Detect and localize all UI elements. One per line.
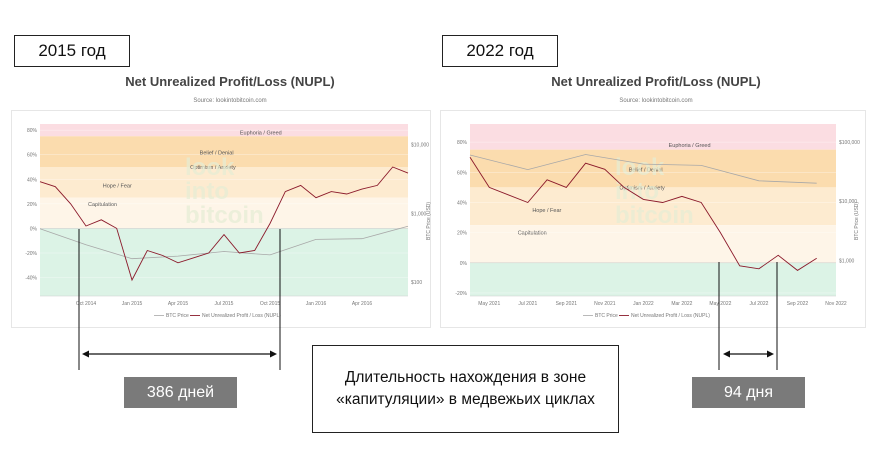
watermark-text: look (185, 154, 235, 181)
y-tick-label: 40% (27, 177, 38, 183)
zone-label: Capitulation (88, 202, 117, 208)
legend-item: Net Unrealized Profit / Loss (NUPL) (202, 313, 281, 319)
y-right-tick-label: $100,000 (839, 140, 860, 146)
series-nupl (39, 166, 409, 282)
legend-item: BTC Price (595, 313, 618, 319)
x-tick-label: Jul 2015 (215, 301, 234, 307)
y-tick-label: -40% (25, 276, 37, 282)
series-btc-price (469, 154, 817, 184)
y-right-tick-label: $1,000 (839, 258, 855, 264)
y-right-axis-label: BTC Price (USD) (426, 202, 432, 240)
y-tick-label: -20% (455, 291, 467, 297)
series-btc-price (39, 225, 409, 260)
chart-source-right: Source: lookintobitcoin.com (619, 98, 693, 104)
x-tick-label: Nov 2022 (825, 301, 847, 307)
x-tick-label: May 2021 (478, 301, 500, 307)
y-right-tick-label: $100 (411, 280, 422, 286)
chart-source-left: Source: lookintobitcoin.com (193, 98, 267, 104)
zone-label: Optimism / Anxiety (190, 165, 236, 171)
x-tick-label: Apr 2016 (352, 301, 373, 307)
x-tick-label: Apr 2015 (168, 301, 189, 307)
x-tick-label: Sep 2021 (556, 301, 578, 307)
x-tick-label: Oct 2015 (260, 301, 281, 307)
x-tick-label: Sep 2022 (787, 301, 809, 307)
zone-label: Hope / Fear (103, 183, 132, 189)
duration-badge-2015: 386 дней (124, 377, 237, 408)
zone-label: Belief / Denial (629, 167, 663, 173)
duration-arrow-head-left (82, 350, 89, 358)
caption-line-2: «капитуляции» в медвежьих циклах (336, 391, 595, 408)
zone-label: Capitulation (518, 231, 547, 237)
duration-badge-2022: 94 дня (692, 377, 805, 408)
zone-label: Belief / Denial (200, 150, 234, 156)
x-tick-label: Jan 2015 (122, 301, 143, 307)
chart-title-left: Net Unrealized Profit/Loss (NUPL) (125, 74, 335, 89)
zone-hope (40, 197, 408, 229)
y-tick-label: 20% (457, 231, 468, 237)
y-right-axis-label: BTC Price (USD) (854, 202, 860, 240)
duration-annotations (78, 229, 778, 370)
nupl-chart-2015: Euphoria / Greed Belief / Denial Optimism … (25, 124, 432, 319)
nupl-chart-2022: Euphoria / Greed Belief / Denial Optimism … (455, 124, 860, 319)
year-label-2022: 2022 год (442, 35, 558, 67)
watermark-text: bitcoin (185, 202, 264, 229)
zone-euphoria (470, 124, 836, 150)
zone-label: Optimism / Anxiety (619, 185, 665, 191)
x-tick-label: Nov 2021 (594, 301, 616, 307)
series-nupl (469, 156, 817, 271)
zone-label: Hope / Fear (532, 208, 561, 214)
y-right-tick-label: $10,000 (839, 199, 857, 205)
zone-capitulation (470, 262, 836, 296)
y-tick-label: 0% (460, 261, 468, 267)
x-tick-label: Jul 2021 (518, 301, 537, 307)
y-tick-label: 60% (27, 153, 38, 159)
caption-box: Длительность нахождения в зоне «капитуля… (312, 345, 619, 433)
y-tick-label: 80% (27, 128, 38, 134)
x-tick-label: Jul 2022 (749, 301, 768, 307)
legend-item: BTC Price (166, 313, 189, 319)
zone-belief (40, 136, 408, 167)
y-tick-label: 80% (457, 140, 468, 146)
y-right-tick-label: $1,000 (411, 211, 427, 217)
zone-optimism (40, 167, 408, 198)
watermark-text: bitcoin (615, 202, 694, 229)
y-tick-label: 0% (30, 226, 38, 232)
zone-capitulation (40, 228, 408, 296)
watermark-text: look (615, 154, 665, 181)
legend-item: Net Unrealized Profit / Loss (NUPL) (631, 313, 710, 319)
zone-hope (470, 225, 836, 263)
duration-arrow-head-right (767, 350, 774, 358)
y-tick-label: 20% (27, 202, 38, 208)
caption-line-1: Длительность нахождения в зоне (344, 369, 587, 386)
year-label-2015: 2015 год (14, 35, 130, 67)
duration-arrow-head-left (723, 350, 730, 358)
x-tick-label: Jan 2022 (633, 301, 654, 307)
y-tick-label: 60% (457, 170, 468, 176)
y-right-tick-label: $10,000 (411, 143, 429, 149)
x-tick-label: Mar 2022 (671, 301, 692, 307)
x-tick-label: May 2022 (709, 301, 731, 307)
y-tick-label: 40% (457, 200, 468, 206)
watermark-text: into (185, 178, 229, 205)
y-tick-label: -20% (25, 251, 37, 257)
zone-label: Euphoria / Greed (240, 131, 282, 137)
duration-arrow-head-right (270, 350, 277, 358)
x-tick-label: Oct 2014 (76, 301, 97, 307)
x-tick-label: Jan 2016 (306, 301, 327, 307)
zone-label: Euphoria / Greed (669, 143, 711, 149)
chart-title-right: Net Unrealized Profit/Loss (NUPL) (551, 74, 761, 89)
zone-optimism (470, 187, 836, 226)
